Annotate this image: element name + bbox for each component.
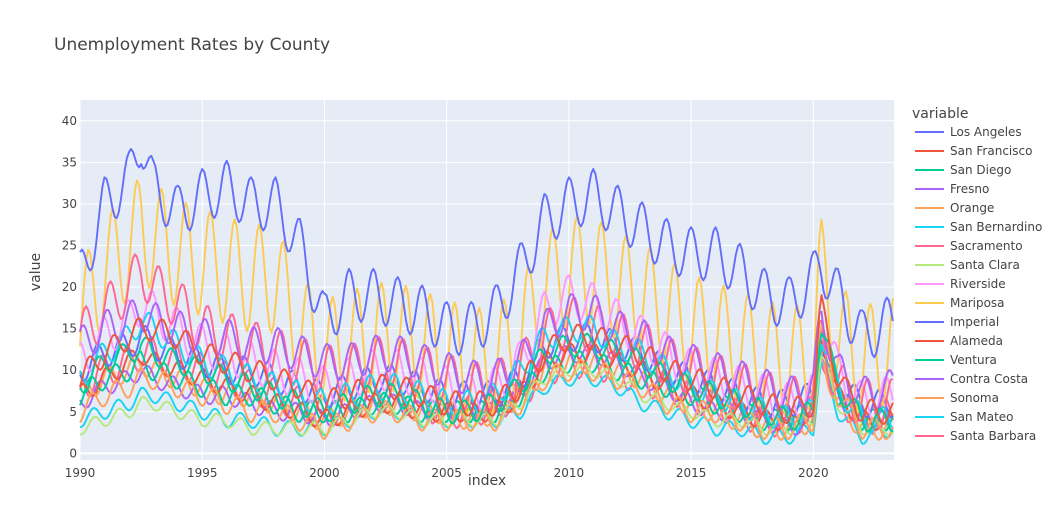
- y-tick-label: 25: [62, 238, 77, 252]
- axis-ticks: 1990 1995 2000 2005 2010 2015 2020 0 5 10 15 20 25 30…: [62, 114, 829, 480]
- series-line: [79, 294, 894, 425]
- legend-item[interactable]: Contra Costa: [915, 372, 1028, 386]
- x-tick-label: 2010: [554, 466, 585, 480]
- legend-label: Ventura: [950, 353, 997, 367]
- y-axis-label: value: [28, 253, 44, 291]
- legend-item[interactable]: Sacramento: [915, 239, 1023, 253]
- series-line: [79, 324, 894, 441]
- y-tick-label: 15: [62, 322, 77, 336]
- y-tick-label: 40: [62, 114, 77, 128]
- legend-label: San Bernardino: [950, 220, 1042, 234]
- legend-item[interactable]: San Bernardino: [915, 220, 1042, 234]
- legend-label: Riverside: [950, 277, 1006, 291]
- legend-item[interactable]: Orange: [915, 201, 994, 215]
- legend-label: Fresno: [950, 182, 989, 196]
- legend-item[interactable]: San Francisco: [915, 144, 1032, 158]
- chart-title: Unemployment Rates by County: [54, 35, 330, 55]
- legend-item[interactable]: Imperial: [915, 315, 999, 329]
- y-tick-label: 20: [62, 280, 77, 294]
- series-line: [79, 332, 894, 433]
- legend-item[interactable]: San Diego: [915, 163, 1011, 177]
- legend-item[interactable]: Ventura: [915, 353, 997, 367]
- legend-items[interactable]: Los Angeles San Francisco San Diego Fresno O…: [915, 125, 1042, 443]
- legend-item[interactable]: Sonoma: [915, 391, 999, 405]
- series-line: [79, 148, 894, 359]
- x-axis-label: index: [468, 473, 506, 489]
- legend-label: San Francisco: [950, 144, 1032, 158]
- legend-label: San Diego: [950, 163, 1011, 177]
- legend-label: Alameda: [950, 334, 1003, 348]
- series-lines: [79, 148, 894, 445]
- y-tick-label: 0: [69, 446, 77, 460]
- legend-label: Contra Costa: [950, 372, 1028, 386]
- legend-item[interactable]: Mariposa: [915, 296, 1005, 310]
- y-tick-label: 5: [69, 405, 77, 419]
- series-line: [79, 336, 894, 438]
- x-tick-label: 1995: [187, 466, 218, 480]
- y-tick-label: 35: [62, 155, 77, 169]
- legend-title: variable: [912, 106, 968, 122]
- legend-label: San Mateo: [950, 410, 1014, 424]
- legend-label: Santa Barbara: [950, 429, 1036, 443]
- x-tick-label: 2005: [431, 466, 462, 480]
- legend-item[interactable]: Riverside: [915, 277, 1006, 291]
- x-tick-label: 2000: [309, 466, 340, 480]
- legend-item[interactable]: Fresno: [915, 182, 989, 196]
- legend-item[interactable]: San Mateo: [915, 410, 1014, 424]
- y-tick-label: 30: [62, 197, 77, 211]
- legend-item[interactable]: Santa Clara: [915, 258, 1020, 272]
- x-tick-label: 2015: [676, 466, 707, 480]
- legend-label: Santa Clara: [950, 258, 1020, 272]
- legend[interactable]: variable Los Angeles San Francisco San Die…: [912, 106, 1042, 443]
- legend-item[interactable]: Santa Barbara: [915, 429, 1036, 443]
- legend-label: Los Angeles: [950, 125, 1022, 139]
- legend-label: Sacramento: [950, 239, 1023, 253]
- series-line: [79, 348, 894, 441]
- legend-label: Orange: [950, 201, 994, 215]
- legend-item[interactable]: Los Angeles: [915, 125, 1022, 139]
- legend-item[interactable]: Alameda: [915, 334, 1003, 348]
- x-tick-label: 1990: [65, 466, 96, 480]
- legend-label: Imperial: [950, 315, 999, 329]
- legend-label: Mariposa: [950, 296, 1005, 310]
- x-tick-label: 2020: [798, 466, 829, 480]
- y-tick-label: 10: [62, 363, 77, 377]
- legend-label: Sonoma: [950, 391, 999, 405]
